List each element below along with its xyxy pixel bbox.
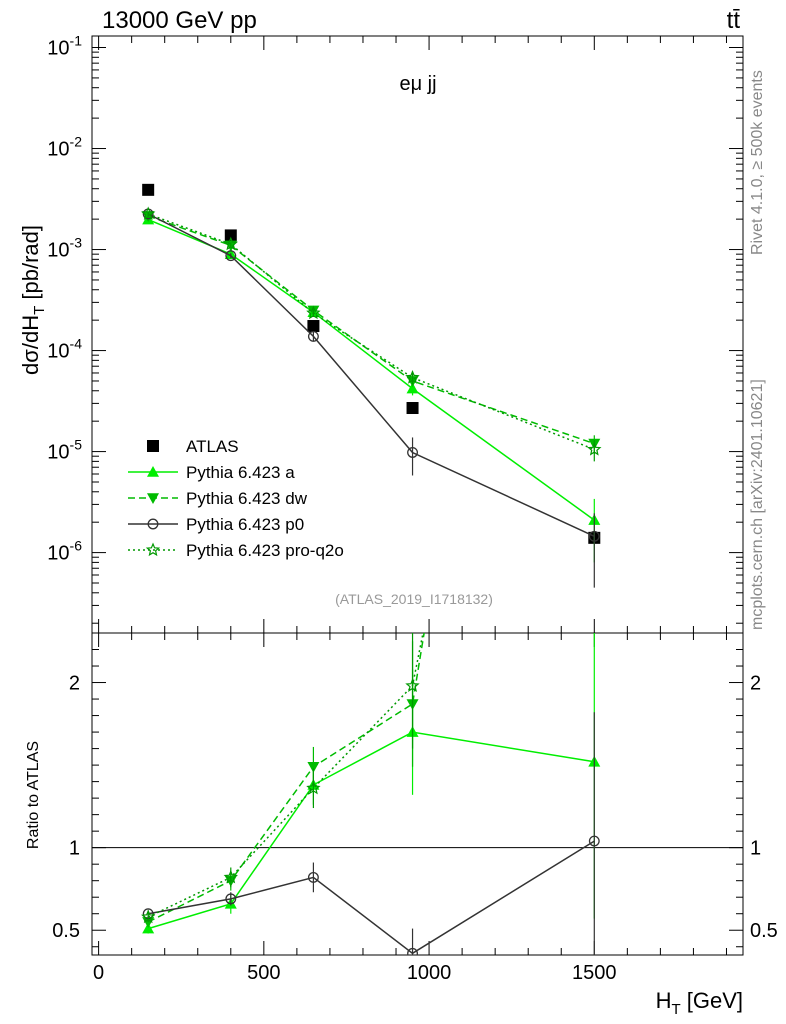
x-axis-label: HT [GeV] [656, 988, 743, 1018]
series-pythia-6-423-a [142, 213, 601, 563]
data-point [406, 382, 419, 394]
legend-label: ATLAS [186, 437, 239, 456]
ratio-data-point [588, 835, 600, 847]
ratio-data-point [307, 761, 320, 773]
data-point [405, 370, 420, 384]
ratio-series-line [147, 633, 424, 918]
series-line [147, 213, 595, 451]
x-tick-label: 1000 [407, 962, 452, 984]
ratio-data-point [225, 893, 237, 905]
series-pythia-6-423-pro-q2o [141, 206, 602, 462]
x-tick-label: 1500 [572, 962, 617, 984]
series-line [147, 213, 595, 537]
data-point [407, 447, 418, 458]
ratio-y-axis-label: Ratio to ATLAS [25, 741, 42, 849]
data-point [141, 206, 156, 221]
main-y-tick-label: 10-1 [47, 33, 82, 60]
data-point [224, 229, 237, 242]
ratio-y-tick-label-right: 1 [750, 838, 761, 860]
series-pythia-6-423-dw [142, 211, 601, 454]
legend-marker [147, 466, 159, 477]
data-point [406, 402, 419, 415]
x-tick-label: 0 [93, 962, 104, 984]
ratio-data-point [142, 922, 155, 934]
main-y-axis-label: dσ/dHT [pb/rad] [18, 225, 48, 375]
ratio-data-point [223, 869, 238, 884]
main-y-tick-label: 10-3 [47, 235, 82, 262]
data-point [225, 250, 237, 262]
ratio-data-point [405, 678, 420, 693]
x-tick-label: 500 [247, 962, 280, 984]
ratio-series-group [141, 633, 601, 955]
main-tick-group: 10-6 10-5 10-4 10-3 10-2 10-1 [47, 33, 743, 633]
legend: ATLAS Pythia 6.423 a Pythia 6.423 dw Pythia… [128, 437, 344, 560]
ratio-series-line [148, 840, 595, 955]
ratio-y-tick-label-right: 2 [750, 673, 761, 695]
rivet-version-label: Rivet 4.1.0, ≥ 500k events [749, 70, 766, 255]
main-series-group [141, 183, 602, 588]
legend-marker [145, 542, 161, 557]
data-point [306, 305, 321, 320]
main-y-tick-label: 10-2 [47, 134, 82, 161]
ratio-data-point [407, 947, 418, 955]
legend-label: Pythia 6.423 p0 [186, 515, 304, 534]
main-panel: eμ jj (ATLAS_2019_I1718132) dσ/dHT [pb/r… [18, 33, 744, 634]
main-y-tick-label: 10-6 [47, 538, 82, 565]
series-line [147, 215, 595, 445]
legend-marker [147, 493, 159, 504]
ratio-tick-group: 0.5 0.5 1 1 2 2 0 500 1000 1500 [52, 633, 778, 984]
ratio-y-tick-label: 0.5 [52, 920, 80, 942]
legend-label: Pythia 6.423 dw [186, 489, 308, 508]
mcplots-label: mcplots.cern.ch [arXiv:2401.10621] [749, 379, 766, 630]
data-point [307, 330, 319, 342]
data-point [307, 320, 320, 333]
process-label: tt̄ [727, 7, 741, 34]
ratio-y-tick-label: 2 [69, 673, 80, 695]
ratio-series-line [147, 731, 595, 930]
ratio-panel: Ratio to ATLAS 0.5 0.5 1 1 2 2 0 500 1000 1500 HT… [25, 632, 778, 1018]
ratio-data-point [141, 909, 156, 924]
collision-label: 13000 GeV pp [102, 7, 257, 34]
ratio-series-pythia-6-423-pro-q2o [141, 633, 424, 924]
main-y-tick-label: 10-5 [47, 437, 82, 464]
ratio-series-line [147, 633, 425, 923]
ratio-y-tick-label-right: 0.5 [750, 920, 778, 942]
ratio-data-point [307, 871, 319, 883]
data-point [142, 183, 155, 196]
legend-marker [147, 518, 159, 530]
legend-marker [147, 440, 159, 452]
legend-label: Pythia 6.423 pro-q2o [186, 541, 344, 560]
legend-label: Pythia 6.423 a [186, 463, 295, 482]
ratio-data-point [306, 780, 321, 795]
ratio-series-pythia-6-423-a [142, 633, 601, 934]
analysis-label: (ATLAS_2019_I1718132) [335, 591, 493, 607]
data-point [588, 530, 600, 542]
main-title: eμ jj [399, 73, 436, 95]
data-point [587, 441, 602, 456]
series-pythia-6-423-p0 [142, 208, 600, 588]
data-point [223, 236, 238, 251]
ratio-y-tick-label: 1 [69, 838, 80, 860]
main-y-tick-label: 10-4 [47, 336, 82, 363]
